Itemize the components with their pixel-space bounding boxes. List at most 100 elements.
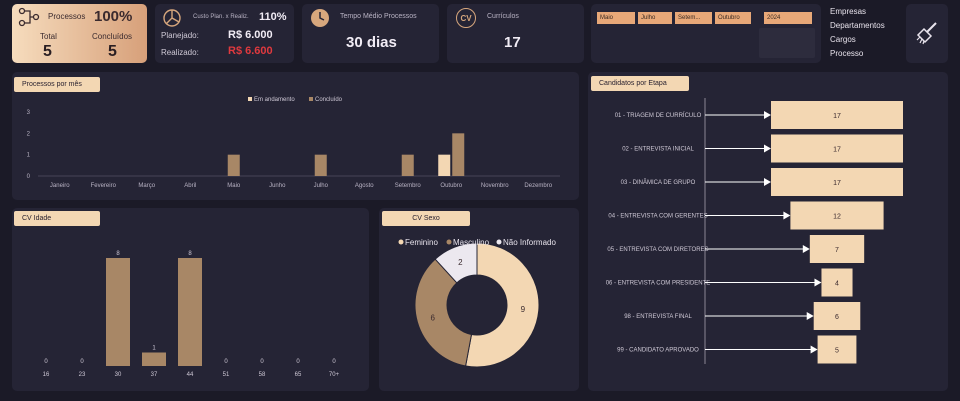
y-tick-label: 2 — [27, 131, 31, 137]
kpi-planejado-value: R$ 6.000 — [228, 29, 273, 41]
kpi-realizado-value: R$ 6.600 — [228, 45, 273, 57]
kpi-curriculos-label: Currículos — [487, 13, 519, 20]
x-tick-label: Maio — [227, 183, 241, 189]
x-tick-label: Janeiro — [50, 183, 70, 189]
bar-concluido — [401, 154, 414, 176]
donut-slice-feminino — [465, 242, 540, 368]
processos-por-mes-card: 0 1 2 3 Janeiro Fevereiro Março Abril Maio Junho J… — [12, 72, 579, 200]
legend-swatch-concluido — [309, 97, 313, 101]
x-tick-label: Junho — [269, 183, 286, 189]
kpi-processos-card: Processos 100% Total 5 Concluídos 5 — [12, 4, 147, 63]
x-tick-label: 23 — [79, 372, 86, 378]
funnel-bar — [817, 335, 857, 364]
stage-label: 03 - DINÂMICA DE GRUPO — [621, 179, 696, 186]
x-tick-label: 65 — [295, 372, 302, 378]
donut-slice-não-informado — [434, 242, 478, 284]
funnel-bar — [771, 101, 903, 129]
data-label: 8 — [116, 251, 120, 257]
slicer-panel: Maio Julho Setem... Outubro 2024 — [591, 4, 821, 63]
cv-idade-chart: 0 16 0 23 8 30 1 37 8 44 0 51 0 58 0 65 0 70+ — [43, 251, 340, 378]
cv-icon: CV — [456, 8, 476, 28]
funnel-bar — [771, 168, 903, 196]
donut-slice-label: 9 — [521, 305, 526, 314]
legend-label: Masculino — [453, 238, 490, 247]
legend-swatch — [446, 239, 452, 245]
kpi-concluidos-value: 5 — [108, 43, 117, 60]
cv-idade-title: CV Idade — [14, 211, 100, 226]
stage-arrow-head — [764, 111, 771, 119]
candidatos-por-etapa-chart: 01 - TRIAGEM DE CURRÍCULO 17 02 - ENTREVIS… — [606, 98, 903, 364]
stage-label: 05 - ENTREVISTA COM DIRETORES — [607, 247, 708, 253]
x-tick-label: Outubro — [440, 183, 462, 189]
x-tick-label: Março — [138, 183, 155, 189]
stage-arrow-head — [764, 178, 771, 186]
legend-swatch — [398, 239, 404, 245]
stage-label: 06 - ENTREVISTA COM PRESIDENTE — [606, 281, 711, 287]
kpi-curriculos-value: 17 — [504, 34, 521, 51]
slicer-month-maio[interactable]: Maio — [597, 12, 635, 24]
slicer-month-setembro[interactable]: Setem... — [675, 12, 712, 24]
bar-idade — [106, 258, 130, 366]
bar-concluido — [314, 154, 327, 176]
cv-sexo-card: 9 6 2 Feminino Masculino Não Informado — [379, 208, 579, 391]
legend-label: Não Informado — [503, 238, 556, 247]
slicer-month-outubro[interactable]: Outubro — [715, 12, 751, 24]
bar-concluido — [452, 133, 465, 176]
x-tick-label: 58 — [259, 372, 266, 378]
funnel-bar — [771, 134, 903, 163]
x-tick-label: Setembro — [395, 183, 422, 189]
funnel-bar-label: 4 — [835, 281, 839, 288]
bar-em-andamento — [438, 154, 451, 176]
legend-swatch — [496, 239, 502, 245]
x-tick-label: 16 — [43, 372, 50, 378]
candidatos-por-etapa-card: 01 - TRIAGEM DE CURRÍCULO 17 02 - ENTREVIS… — [588, 72, 948, 391]
slicer-year-2024[interactable]: 2024 — [764, 12, 812, 24]
legend-label-concluido: Concluído — [315, 97, 343, 103]
stage-label: 99 - CANDIDATO APROVADO — [617, 348, 699, 354]
kpi-processos-label: Processos — [48, 12, 86, 21]
menu-item-processo[interactable]: Processo — [830, 49, 864, 58]
x-tick-label: 44 — [187, 372, 194, 378]
funnel-bar — [790, 201, 884, 230]
x-tick-label: 30 — [115, 372, 122, 378]
kpi-total-value: 5 — [43, 43, 52, 60]
processos-por-mes-title: Processos por mês — [14, 77, 100, 92]
menu-item-empresas[interactable]: Empresas — [830, 7, 867, 16]
x-tick-label: 70+ — [329, 372, 340, 378]
bar-idade — [142, 352, 166, 366]
y-tick-label: 1 — [27, 153, 31, 159]
data-label: 1 — [152, 346, 156, 352]
data-label: 0 — [332, 359, 336, 365]
kpi-total-label: Total — [40, 32, 57, 41]
stage-label: 04 - ENTREVISTA COM GERENTES — [608, 214, 707, 220]
slicer-month-julho[interactable]: Julho — [638, 12, 672, 24]
funnel-bar-label: 17 — [833, 113, 841, 120]
x-tick-label: Novembro — [481, 183, 509, 189]
funnel-bar-label: 17 — [833, 147, 841, 154]
clear-filters-button[interactable] — [906, 4, 948, 63]
kpi-custo-value: 110% — [259, 11, 287, 23]
kpi-custo-label: Custo Plan. x Realiz. — [193, 14, 249, 20]
y-tick-label: 3 — [27, 110, 31, 116]
menu-item-cargos[interactable]: Cargos — [830, 35, 856, 44]
menu-item-departamentos[interactable]: Departamentos — [830, 21, 885, 30]
data-label: 0 — [296, 359, 300, 365]
data-label: 0 — [260, 359, 264, 365]
stage-label: 02 - ENTREVISTA INICIAL — [622, 147, 694, 153]
x-tick-label: Fevereiro — [91, 183, 117, 189]
x-tick-label: Julho — [314, 183, 329, 189]
kpi-realizado-label: Realizado: — [161, 48, 199, 57]
stage-arrow-head — [806, 312, 814, 320]
brush-icon — [916, 22, 937, 45]
data-label: 0 — [224, 359, 228, 365]
stage-arrow-head — [802, 245, 810, 253]
legend-label-em-andamento: Em andamento — [254, 97, 295, 103]
bar-idade — [178, 258, 202, 366]
funnel-bar-label: 6 — [835, 314, 839, 321]
stage-label: 98 - ENTREVISTA FINAL — [624, 314, 692, 320]
data-label: 0 — [44, 359, 48, 365]
candidatos-por-etapa-title: Candidatos por Etapa — [591, 76, 689, 91]
funnel-bar — [821, 268, 853, 297]
legend-label: Feminino — [405, 238, 438, 247]
data-label: 8 — [188, 251, 192, 257]
